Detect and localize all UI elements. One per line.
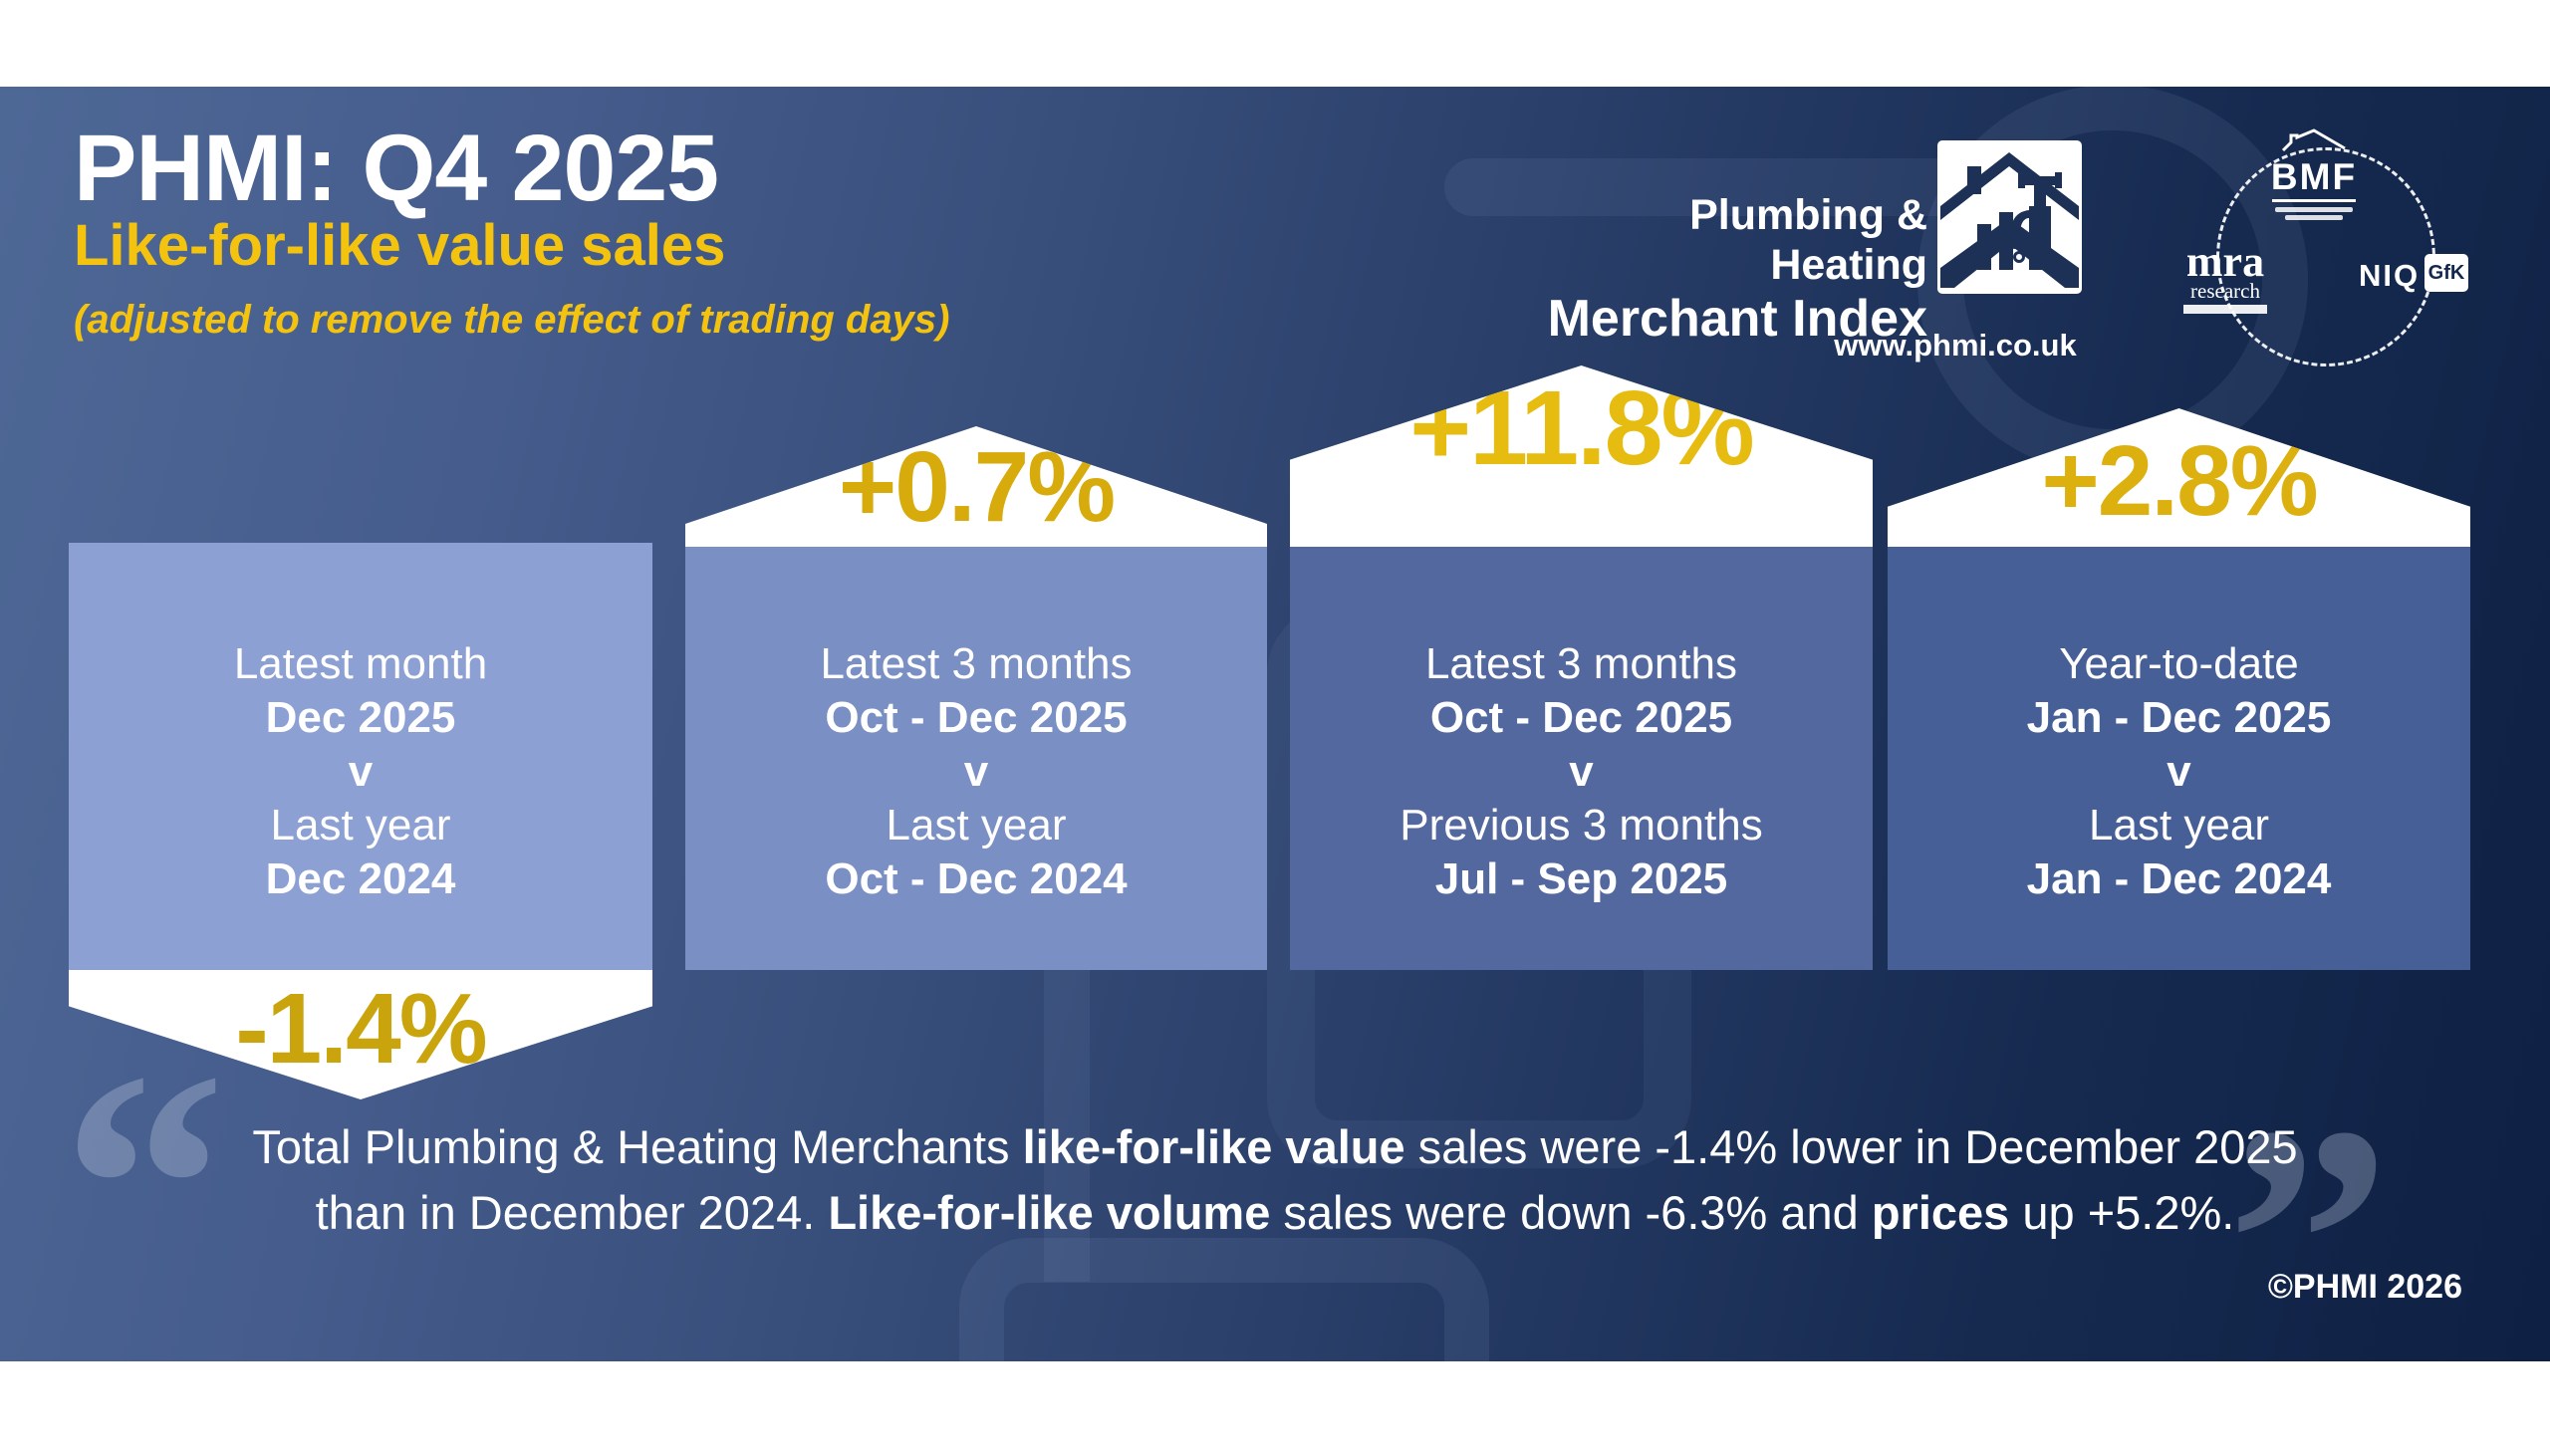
kpi-line: Dec 2024 bbox=[265, 854, 456, 903]
kpi-percentage: +0.7% bbox=[838, 431, 1116, 543]
summary-segment: sales were down -6.3% and bbox=[1270, 1186, 1872, 1239]
kpi-roof: +0.7% bbox=[685, 426, 1267, 547]
kpi-line: Jul - Sep 2025 bbox=[1434, 854, 1728, 903]
mra-research-logo: mra research bbox=[2179, 237, 2271, 314]
kpi-line: Jan - Dec 2024 bbox=[2026, 854, 2332, 903]
brand-name: Plumbing & Heating Merchant Index bbox=[1534, 190, 1927, 348]
kpi-line: v bbox=[2167, 747, 2191, 796]
gfk-logo: GfK bbox=[2424, 254, 2468, 292]
niq-logo: NIQ bbox=[2359, 258, 2421, 293]
mra-strapline-bar bbox=[2183, 305, 2267, 314]
infographic-canvas: “ ” PHMI: Q4 2025 Like-for-like value sa… bbox=[0, 87, 2550, 1361]
kpi-percentage: +2.8% bbox=[2041, 425, 2318, 537]
kpi-line: Jan - Dec 2025 bbox=[2026, 693, 2332, 742]
kpi-line: Last year bbox=[270, 801, 451, 849]
kpi-line: v bbox=[348, 747, 374, 796]
gfk-label: GfK bbox=[2427, 261, 2465, 284]
tap-outline-watermark bbox=[959, 1238, 1489, 1361]
bmf-label: BMF bbox=[2270, 156, 2358, 197]
kpi-line: Latest 3 months bbox=[820, 639, 1133, 688]
kpi-line: Oct - Dec 2025 bbox=[825, 693, 1128, 742]
summary-segment: Total Plumbing & Heating Merchants bbox=[252, 1120, 1023, 1173]
summary-segment: than in December 2024. bbox=[315, 1186, 829, 1239]
phmi-url[interactable]: www.phmi.co.uk bbox=[1834, 328, 2077, 363]
mra-label: mra bbox=[2185, 237, 2265, 286]
phmi-house-tap-logo-icon bbox=[1937, 140, 2082, 294]
copyright-notice: ©PHMI 2026 bbox=[2267, 1268, 2462, 1306]
summary-segment: up +5.2%. bbox=[2009, 1186, 2235, 1239]
kpi-line: v bbox=[1569, 747, 1594, 796]
kpi-panel-latest-month: Latest month Dec 2025 v Last year Dec 20… bbox=[69, 543, 652, 1099]
kpi-panel-body: Latest 3 months Oct - Dec 2025 v Previou… bbox=[1290, 547, 1873, 970]
mra-research-label: research bbox=[2190, 279, 2260, 303]
kpi-line: Oct - Dec 2025 bbox=[1429, 693, 1733, 742]
kpi-panel-body: Latest month Dec 2025 v Last year Dec 20… bbox=[69, 543, 652, 970]
summary-segment-bold: Like-for-like volume bbox=[828, 1186, 1271, 1239]
kpi-line: Last year bbox=[886, 801, 1067, 849]
bmf-logo: BMF bbox=[2251, 128, 2377, 223]
kpi-line: Last year bbox=[2089, 801, 2269, 849]
kpi-line: Dec 2025 bbox=[265, 693, 456, 742]
summary-segment: sales were -1.4% lower in December 2025 bbox=[1404, 1120, 2298, 1173]
kpi-percentage: +11.8% bbox=[1409, 369, 1755, 487]
kpi-line: Latest 3 months bbox=[1424, 639, 1738, 688]
kpi-percentage: -1.4% bbox=[235, 973, 487, 1085]
kpi-line: v bbox=[963, 747, 989, 796]
summary-segment-bold: prices bbox=[1871, 1186, 2010, 1239]
kpi-line: Oct - Dec 2024 bbox=[825, 854, 1128, 903]
page-title: PHMI: Q4 2025 bbox=[74, 116, 719, 221]
bmf-rule bbox=[2272, 199, 2356, 202]
kpi-panel-latest-3-months-yoy: +0.7% Latest 3 months Oct - Dec 2025 v L… bbox=[685, 426, 1267, 970]
kpi-down-banner: -1.4% bbox=[69, 970, 652, 1099]
kpi-panel-body: Year-to-date Jan - Dec 2025 v Last year … bbox=[1888, 547, 2470, 970]
kpi-roof: +2.8% bbox=[1888, 408, 2470, 547]
kpi-line: Latest month bbox=[233, 639, 488, 688]
bmf-strapline-bar-2 bbox=[2285, 215, 2343, 220]
summary-segment-bold: like-for-like value bbox=[1022, 1120, 1405, 1173]
summary-text: Total Plumbing & Heating Merchants like-… bbox=[0, 1114, 2550, 1246]
kpi-panel-latest-3-months-qoq: +11.8% Latest 3 months Oct - Dec 2025 v … bbox=[1290, 365, 1873, 970]
adjustment-note: (adjusted to remove the effect of tradin… bbox=[74, 298, 950, 342]
page-subtitle: Like-for-like value sales bbox=[74, 213, 726, 278]
bmf-roof-icon bbox=[2281, 128, 2346, 152]
kpi-panel-year-to-date: +2.8% Year-to-date Jan - Dec 2025 v Last… bbox=[1888, 408, 2470, 970]
brand-name-line2: Merchant Index bbox=[1547, 290, 1927, 348]
kpi-roof: +11.8% bbox=[1290, 365, 1873, 547]
brand-name-line1: Plumbing & Heating bbox=[1689, 191, 1927, 289]
kpi-line: Year-to-date bbox=[2059, 639, 2299, 688]
kpi-line: Previous 3 months bbox=[1400, 801, 1763, 849]
bmf-strapline-bar bbox=[2275, 207, 2353, 212]
kpi-panel-body: Latest 3 months Oct - Dec 2025 v Last ye… bbox=[685, 547, 1267, 970]
